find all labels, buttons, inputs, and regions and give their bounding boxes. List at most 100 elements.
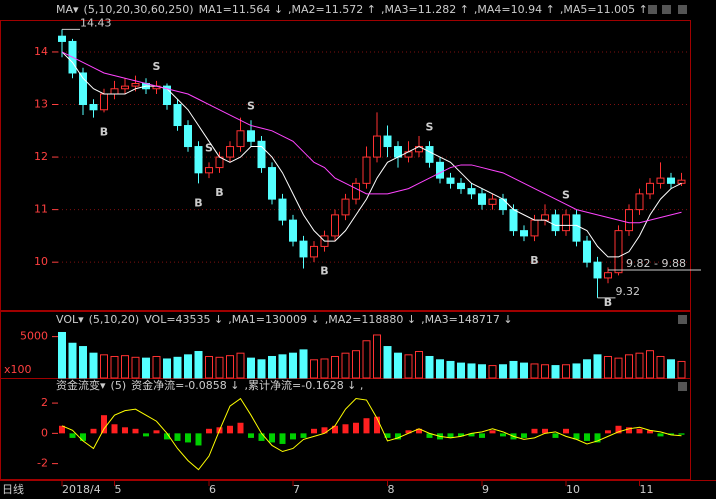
flow-bar bbox=[531, 428, 538, 434]
signal: B bbox=[604, 296, 612, 309]
legend-entry: 资金净流=-0.0858 ↓ bbox=[131, 378, 239, 392]
candle-body bbox=[289, 219, 297, 242]
flow-bar bbox=[237, 422, 244, 434]
x-tick-label: 5 bbox=[115, 483, 122, 496]
volume-bar bbox=[478, 364, 486, 379]
button[interactable] bbox=[678, 315, 687, 324]
signal: B bbox=[194, 196, 202, 209]
candle-body bbox=[614, 230, 623, 274]
flow-bar bbox=[300, 433, 307, 438]
volume-bar bbox=[163, 358, 171, 379]
y-tick-label: 0 bbox=[41, 426, 48, 439]
candle-body bbox=[446, 177, 455, 184]
flow-bar bbox=[668, 433, 674, 435]
volume-bar bbox=[562, 364, 570, 379]
candle-body bbox=[457, 182, 465, 190]
legend-entry: ,MA4=10.94 ↑ bbox=[474, 3, 555, 16]
unit-label: x100 bbox=[4, 363, 32, 376]
legend-entry: (5,10,20,30,60,250) bbox=[84, 3, 194, 16]
y-tick-label: 2 bbox=[41, 396, 48, 409]
flow-bar bbox=[290, 433, 296, 440]
candle-body bbox=[499, 198, 507, 211]
volume-bar bbox=[583, 359, 591, 379]
annotation: 14.43 bbox=[80, 16, 112, 29]
candle-body bbox=[79, 72, 87, 106]
candle-body bbox=[383, 135, 392, 148]
flow-bar bbox=[206, 428, 212, 434]
annotation: 9.82 - 9.88 bbox=[626, 257, 686, 270]
button[interactable] bbox=[648, 5, 657, 14]
flow-bar bbox=[636, 428, 643, 434]
flow-bar bbox=[374, 416, 380, 434]
y-tick-label: 13 bbox=[34, 98, 48, 111]
candle-body bbox=[625, 209, 633, 232]
volume-bar bbox=[341, 352, 350, 379]
signal: S bbox=[205, 141, 213, 154]
flow-bar bbox=[332, 425, 338, 434]
y-tick-label: 11 bbox=[34, 203, 48, 216]
candle-body bbox=[667, 177, 675, 184]
button[interactable] bbox=[662, 5, 671, 14]
flow-bar bbox=[195, 433, 202, 446]
volume-bar bbox=[268, 355, 276, 379]
legend-entry: ,MA2=118880 ↓ bbox=[325, 313, 416, 326]
volume-bar bbox=[593, 354, 602, 379]
candle-body bbox=[656, 177, 665, 184]
legend-entry: VOL▾ bbox=[56, 313, 84, 326]
volume-bar bbox=[667, 359, 675, 379]
volume-bar bbox=[467, 363, 476, 379]
flow-bar bbox=[678, 433, 685, 435]
candle-body bbox=[488, 198, 497, 205]
x-tick-label: 7 bbox=[293, 483, 300, 496]
volume-bar bbox=[677, 360, 686, 379]
legend-entry: MA▾ bbox=[56, 3, 79, 16]
candle-body bbox=[646, 182, 654, 195]
volume-bar bbox=[425, 355, 434, 379]
flow-bar bbox=[164, 433, 170, 440]
button[interactable] bbox=[678, 5, 687, 14]
y-tick-label: 14 bbox=[34, 45, 48, 58]
candle-body bbox=[509, 209, 518, 232]
volume-bar bbox=[572, 363, 581, 379]
button[interactable] bbox=[678, 382, 687, 391]
flow-bar bbox=[489, 430, 496, 434]
legend-entry: 资金流变▾ bbox=[56, 378, 106, 392]
flow-bar bbox=[248, 433, 254, 438]
flow-bar bbox=[279, 433, 286, 444]
candle-body bbox=[572, 214, 581, 242]
candle-body bbox=[551, 214, 560, 232]
volume-bar bbox=[530, 363, 539, 379]
volume-bar bbox=[79, 346, 87, 379]
legend-entry: VOL=43535 ↓ bbox=[144, 313, 223, 326]
volume-bar bbox=[184, 354, 192, 379]
panel-buttons[interactable] bbox=[648, 5, 687, 391]
signal: B bbox=[530, 254, 538, 267]
flow-bar bbox=[405, 430, 412, 434]
flow-bar bbox=[521, 433, 527, 438]
legend-entry: (5,10,20) bbox=[89, 313, 140, 326]
volume-bar bbox=[194, 351, 203, 379]
flow-bar bbox=[269, 433, 275, 443]
volume-bar bbox=[551, 365, 560, 379]
volume-bar bbox=[121, 355, 129, 379]
signal: S bbox=[247, 99, 255, 112]
volume-bar bbox=[278, 354, 287, 379]
signal: S bbox=[153, 60, 161, 73]
candle-body bbox=[467, 188, 476, 195]
flow-bar bbox=[311, 428, 317, 434]
flow-bar bbox=[573, 433, 580, 440]
legend-entry: ,MA3=11.282 ↑ bbox=[381, 3, 469, 16]
candle-body bbox=[352, 182, 360, 200]
volume-bar bbox=[352, 350, 360, 379]
volume-bar bbox=[404, 354, 413, 379]
flow-bar bbox=[342, 424, 349, 434]
volume-bar bbox=[289, 352, 297, 379]
candle-body bbox=[520, 230, 528, 237]
flow-bar bbox=[615, 425, 622, 434]
flow-bar bbox=[563, 428, 569, 434]
flow-bar bbox=[353, 422, 359, 434]
candle-body bbox=[205, 167, 213, 174]
flow-bar bbox=[479, 433, 485, 438]
flow-bar bbox=[111, 424, 118, 434]
flow-bar bbox=[647, 430, 653, 434]
